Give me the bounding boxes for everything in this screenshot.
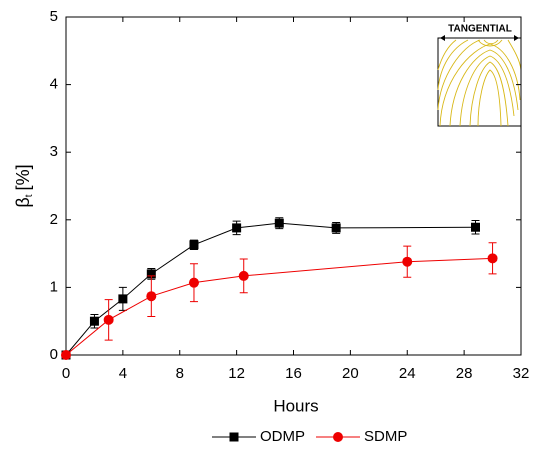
y-axis-label-text: βt [%] <box>13 164 35 207</box>
data-point <box>402 256 413 267</box>
y-tick-label: 1 <box>50 278 58 295</box>
data-point <box>146 291 157 302</box>
x-tick-label: 16 <box>285 365 302 382</box>
data-point <box>471 222 480 232</box>
x-axis-label: Hours <box>273 396 318 415</box>
legend-label: ODMP <box>260 428 305 445</box>
inset: TANGENTIAL <box>437 24 522 127</box>
legend-marker <box>333 432 343 442</box>
y-tick-label: 0 <box>50 346 58 363</box>
data-point <box>232 223 242 233</box>
y-axis-label: βt [%] <box>13 164 35 207</box>
data-point <box>487 253 498 264</box>
data-point <box>118 294 128 304</box>
data-point <box>331 223 341 233</box>
y-tick-label: 4 <box>50 76 58 93</box>
data-point <box>146 269 156 279</box>
x-tick-label: 32 <box>513 365 530 382</box>
x-tick-label: 28 <box>456 365 473 382</box>
x-tick-label: 8 <box>176 365 184 382</box>
data-point <box>189 240 199 250</box>
data-point <box>274 218 284 228</box>
x-tick-label: 24 <box>399 365 416 382</box>
x-tick-label: 20 <box>342 365 359 382</box>
data-point <box>238 270 249 281</box>
y-label-sub: t <box>24 194 35 197</box>
y-label-symbol: β <box>13 197 33 207</box>
inset-frame <box>437 37 522 127</box>
wood-grain <box>437 39 522 127</box>
data-point <box>89 316 99 326</box>
y-tick-label: 3 <box>50 143 58 160</box>
x-tick-label: 4 <box>119 365 127 382</box>
x-tick-label: 0 <box>62 365 70 382</box>
y-label-unit: [%] <box>13 164 33 190</box>
series-line <box>65 257 493 356</box>
series-line <box>65 222 476 356</box>
legend-label: SDMP <box>364 428 407 445</box>
x-tick-label: 12 <box>228 365 245 382</box>
legend-marker <box>229 432 239 442</box>
data-point <box>188 277 199 288</box>
data-point <box>103 314 114 325</box>
data-point <box>61 350 71 360</box>
y-tick-label: 5 <box>50 8 58 25</box>
y-tick-label: 2 <box>50 211 58 228</box>
inset-label: TANGENTIAL <box>448 24 512 35</box>
